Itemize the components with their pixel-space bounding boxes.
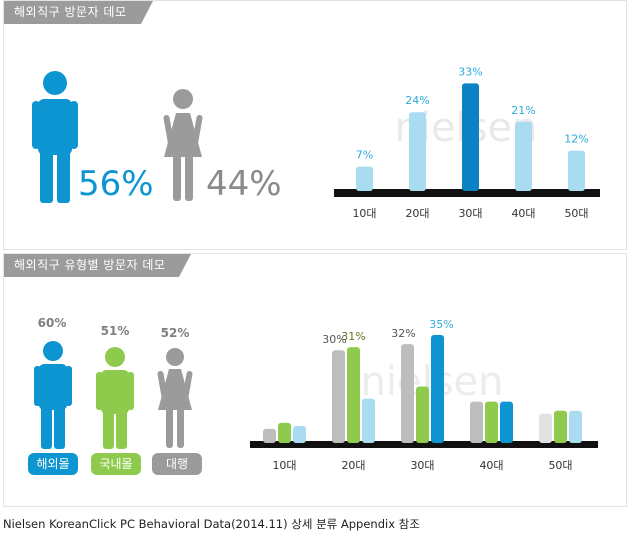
data-label: 7%: [356, 149, 373, 162]
bar: [332, 350, 345, 443]
data-label: 24%: [405, 94, 429, 107]
female-percentage: 44%: [206, 164, 282, 204]
panel-visitor-demographics: 해외직구 방문자 데모 56% 44% nielsen7%10대24%20대33…: [3, 0, 627, 250]
x-tick-label: 30대: [410, 459, 434, 472]
data-label: 12%: [564, 133, 588, 146]
data-label: 21%: [511, 104, 535, 117]
group-label-overseas-mall: 해외몰: [28, 453, 78, 475]
bar: [554, 410, 567, 443]
bar: [263, 428, 276, 443]
x-tick-label: 20대: [405, 207, 429, 220]
x-tick-label: 30대: [458, 207, 482, 220]
group-percentage: 60%: [37, 316, 67, 330]
bar: [470, 401, 483, 443]
bar: [569, 410, 582, 443]
data-label: 32%: [391, 327, 415, 340]
male-percentage: 56%: [78, 164, 154, 204]
x-tick-label: 50대: [564, 207, 588, 220]
x-tick-label: 10대: [272, 459, 296, 472]
group-label-agency: 대행: [152, 453, 202, 475]
bar: [278, 422, 291, 443]
bar: [431, 335, 444, 443]
x-tick-label: 40대: [511, 207, 535, 220]
bar: [347, 347, 360, 443]
female-person-icon: [163, 89, 203, 201]
data-label: 33%: [458, 65, 482, 78]
bar: [401, 344, 414, 443]
bar: [485, 401, 498, 443]
x-tick-label: 10대: [352, 207, 376, 220]
x-axis-line: [334, 189, 600, 197]
bar: [515, 121, 532, 191]
group-percentage: 51%: [100, 324, 130, 338]
bar: [462, 83, 479, 191]
panel-visitor-demographics-by-type: 해외직구 유형별 방문자 데모 60% 해외몰 51% 국내몰 52% 대행 n…: [3, 253, 627, 507]
x-tick-label: 40대: [479, 459, 503, 472]
x-tick-label: 50대: [548, 459, 572, 472]
data-label: 30%: [322, 333, 346, 346]
source-footnote: Nielsen KoreanClick PC Behavioral Data(2…: [3, 517, 420, 531]
male-person-icon: [96, 347, 134, 449]
bar: [568, 150, 585, 191]
bar: [409, 112, 426, 191]
bar: [356, 166, 373, 191]
male-person-icon: [32, 71, 78, 203]
panel-title: 해외직구 방문자 데모: [4, 1, 152, 24]
panel-title: 해외직구 유형별 방문자 데모: [4, 254, 192, 277]
bar: [539, 413, 552, 443]
x-axis-line: [250, 441, 598, 448]
bar: [362, 398, 375, 443]
bar: [293, 425, 306, 443]
male-person-icon: [34, 341, 72, 449]
bar: [416, 386, 429, 443]
x-tick-label: 20대: [341, 459, 365, 472]
bar: [500, 401, 513, 443]
female-person-icon: [157, 348, 193, 448]
data-label: 31%: [341, 330, 365, 343]
group-percentage: 52%: [160, 326, 190, 340]
group-label-domestic-mall: 국내몰: [91, 453, 141, 475]
data-label: 35%: [429, 318, 453, 331]
